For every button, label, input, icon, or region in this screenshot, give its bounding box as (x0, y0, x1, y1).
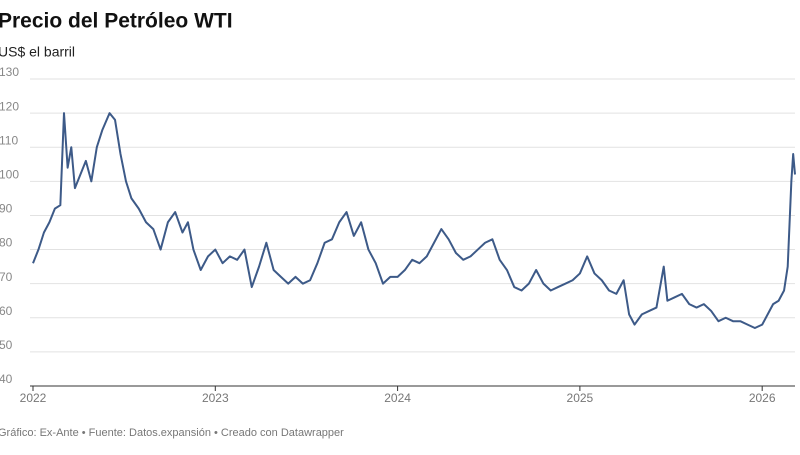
y-tick-label: 70 (0, 270, 13, 284)
line (32, 112, 796, 330)
y-tick-label: 60 (0, 304, 13, 318)
y-tick-label: 110 (0, 133, 18, 147)
chart-title: Precio del Petróleo WTI (0, 10, 233, 33)
x-tick-label: 2026 (749, 391, 776, 405)
y-tick-label: 40 (0, 372, 13, 386)
y-tick-label: 90 (0, 202, 13, 216)
x-tick-label: 2022 (20, 391, 47, 405)
x-tick-label: 2025 (567, 391, 594, 405)
y-tick-label: 120 (0, 99, 19, 113)
y-tick-label: 80 (0, 236, 13, 250)
y-tick-label: 50 (0, 338, 13, 352)
x-tick-label: 2024 (384, 391, 411, 405)
footer: Gráfico: Ex-Ante • Fuente: Datos.expansi… (0, 427, 344, 439)
y-tick-label: 100 (0, 168, 19, 182)
y-tick-label: 130 (0, 65, 19, 79)
chart-subtitle: US$ el barril (0, 44, 75, 60)
x-tick-label: 2023 (202, 391, 229, 405)
